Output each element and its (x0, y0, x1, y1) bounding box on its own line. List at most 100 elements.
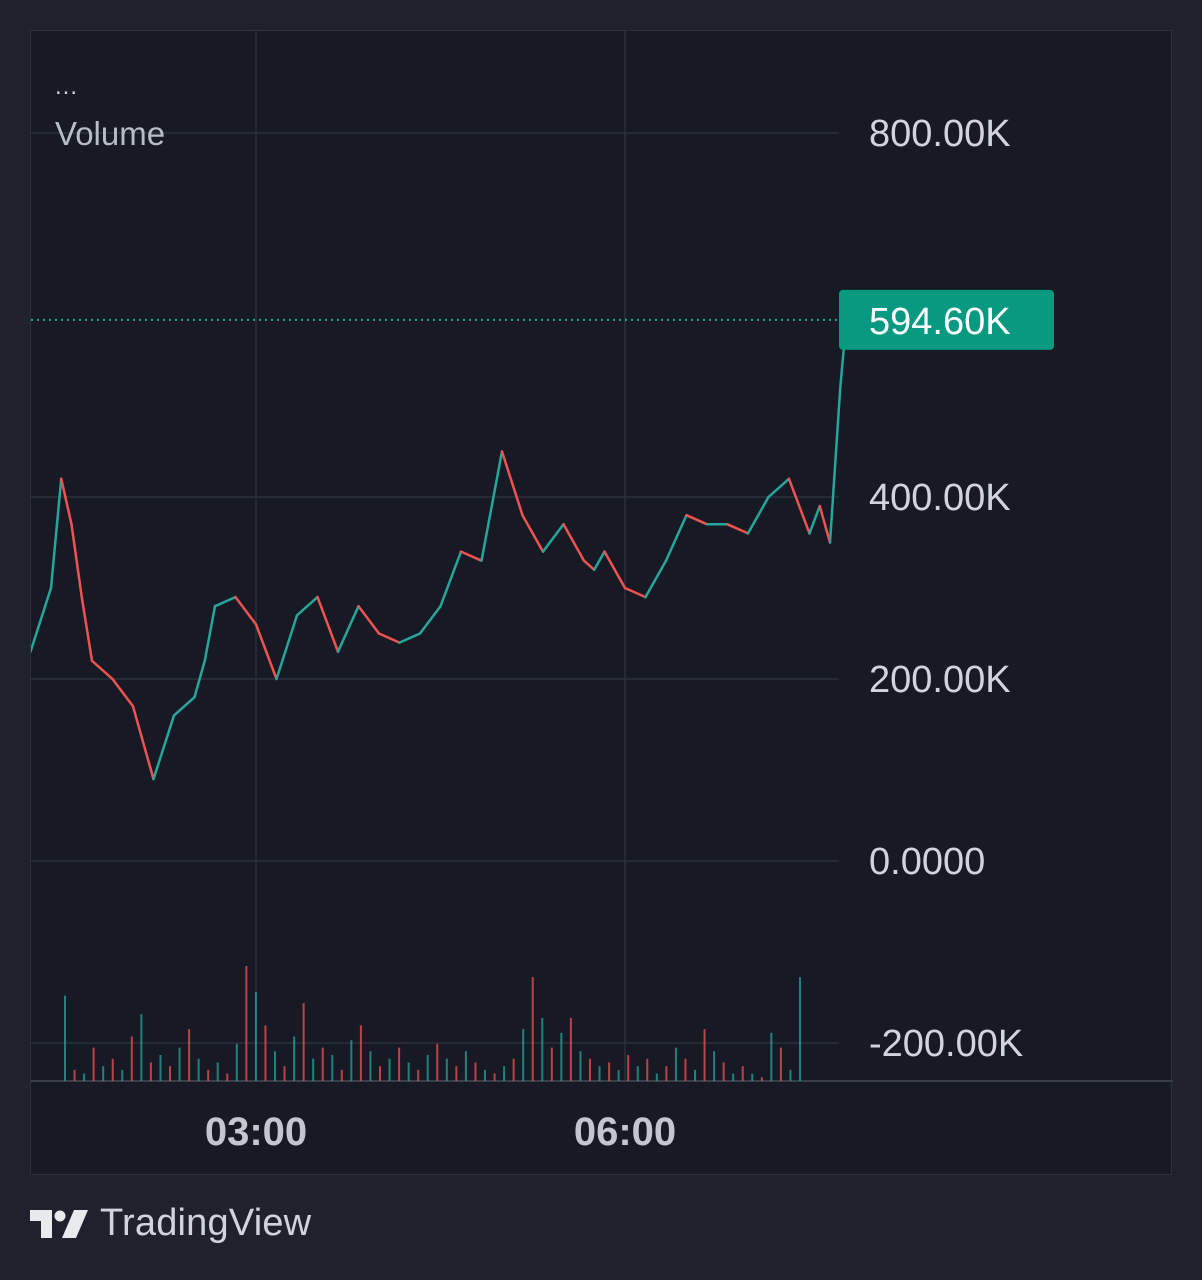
volume-bar (64, 995, 66, 1081)
tradingview-brand-text: TradingView (100, 1202, 312, 1244)
volume-bar (274, 1051, 276, 1081)
series-segment (541, 523, 565, 553)
volume-bar (655, 1073, 658, 1081)
volume-bar (779, 1047, 782, 1081)
y-tick-label: 800.00K (869, 113, 1011, 155)
series-segment (767, 477, 791, 499)
volume-bar (560, 1032, 563, 1081)
volume-bar (111, 1058, 114, 1081)
volume-bar (484, 1069, 486, 1081)
volume-bar (178, 1047, 181, 1081)
volume-bar (722, 1062, 725, 1081)
time-axis[interactable]: 03:00 06:00 (205, 1110, 676, 1154)
volume-bar (197, 1058, 200, 1081)
price-axis[interactable]: 800.00K 400.00K 200.00K 0.0000 -200.00K 594.6… (839, 113, 1054, 1065)
grid-lines (31, 31, 1173, 1082)
series-segment (828, 386, 842, 544)
volume-bar (770, 1032, 773, 1081)
volume-bar (445, 1058, 448, 1081)
volume-histogram (64, 966, 801, 1081)
volume-chart[interactable]: 800.00K 400.00K 200.00K 0.0000 -200.00K 594.6… (31, 31, 1173, 1176)
volume-bar (569, 1017, 572, 1081)
volume-bar (207, 1069, 210, 1081)
volume-bar (703, 1029, 706, 1081)
volume-bar (694, 1069, 696, 1081)
volume-bar (350, 1040, 353, 1081)
volume-bar (149, 1062, 152, 1081)
series-segment (172, 695, 196, 717)
indicator-menu-dots[interactable]: ... (55, 73, 79, 100)
volume-bar (579, 1051, 582, 1081)
y-tick-label: 400.00K (869, 477, 1011, 519)
volume-bar (216, 1062, 219, 1081)
volume-bar (503, 1066, 506, 1081)
series-segment (664, 513, 688, 562)
series-segment (480, 450, 504, 562)
series-segment (213, 595, 237, 608)
series-segment (808, 504, 821, 535)
series-segment (439, 550, 463, 608)
series-segment (152, 714, 176, 781)
series-segment (234, 595, 258, 626)
series-segment (60, 477, 73, 526)
volume-bar (340, 1069, 343, 1081)
series-segment (49, 477, 63, 590)
series-segment (398, 632, 422, 644)
series-segment (70, 523, 83, 599)
volume-bar (407, 1062, 410, 1081)
volume-bar (512, 1058, 515, 1081)
indicator-title: Volume (55, 115, 166, 152)
volume-bar (617, 1069, 620, 1081)
volume-bar (388, 1058, 391, 1081)
volume-bar (359, 1025, 362, 1081)
chart-pane[interactable]: 800.00K 400.00K 200.00K 0.0000 -200.00K 594.6… (30, 30, 1173, 1176)
volume-bar (92, 1047, 95, 1081)
volume-bar (379, 1066, 381, 1081)
volume-bar (741, 1066, 744, 1081)
series-segment (377, 632, 401, 644)
series-segment (254, 623, 278, 681)
volume-bar (140, 1014, 143, 1081)
volume-bar (589, 1058, 591, 1081)
volume-bar (789, 1069, 792, 1081)
x-tick-label: 06:00 (574, 1110, 676, 1154)
tradingview-logo-icon (30, 1209, 88, 1238)
tradingview-logo[interactable]: TradingView (30, 1202, 311, 1245)
volume-bar (302, 1003, 305, 1081)
volume-bar (751, 1073, 754, 1081)
series-segment (787, 477, 811, 535)
volume-bar (474, 1062, 477, 1081)
volume-bar (522, 1029, 525, 1081)
volume-bar (531, 977, 534, 1081)
y-tick-label: -200.00K (869, 1023, 1023, 1065)
volume-bar (293, 1036, 296, 1081)
series-segment (500, 450, 524, 517)
volume-bar (73, 1069, 76, 1081)
series-segment (336, 604, 360, 653)
y-tick-label: 200.00K (869, 659, 1011, 701)
volume-bar (426, 1055, 429, 1081)
series-segment (726, 523, 750, 535)
volume-bar (550, 1047, 553, 1081)
volume-bar (608, 1062, 611, 1081)
volume-bar (541, 1017, 544, 1081)
series-segment (521, 513, 545, 553)
volume-bar (369, 1051, 372, 1081)
series-segment (193, 659, 206, 699)
volume-bar (799, 977, 801, 1081)
series-segment (593, 550, 606, 572)
volume-bar (436, 1043, 439, 1081)
last-value-label: 594.60K (869, 301, 1011, 343)
volume-bar (331, 1055, 334, 1081)
series-segment (685, 513, 709, 526)
series-segment (203, 604, 217, 663)
volume-bar (159, 1055, 162, 1081)
volume-bar (169, 1066, 171, 1081)
series-segment (562, 523, 586, 562)
volume-bar (760, 1077, 763, 1081)
series-segment (603, 550, 627, 590)
volume-bar (188, 1029, 191, 1081)
volume-bar (312, 1058, 315, 1081)
volume-bar (455, 1066, 458, 1081)
volume-bar (245, 966, 248, 1081)
